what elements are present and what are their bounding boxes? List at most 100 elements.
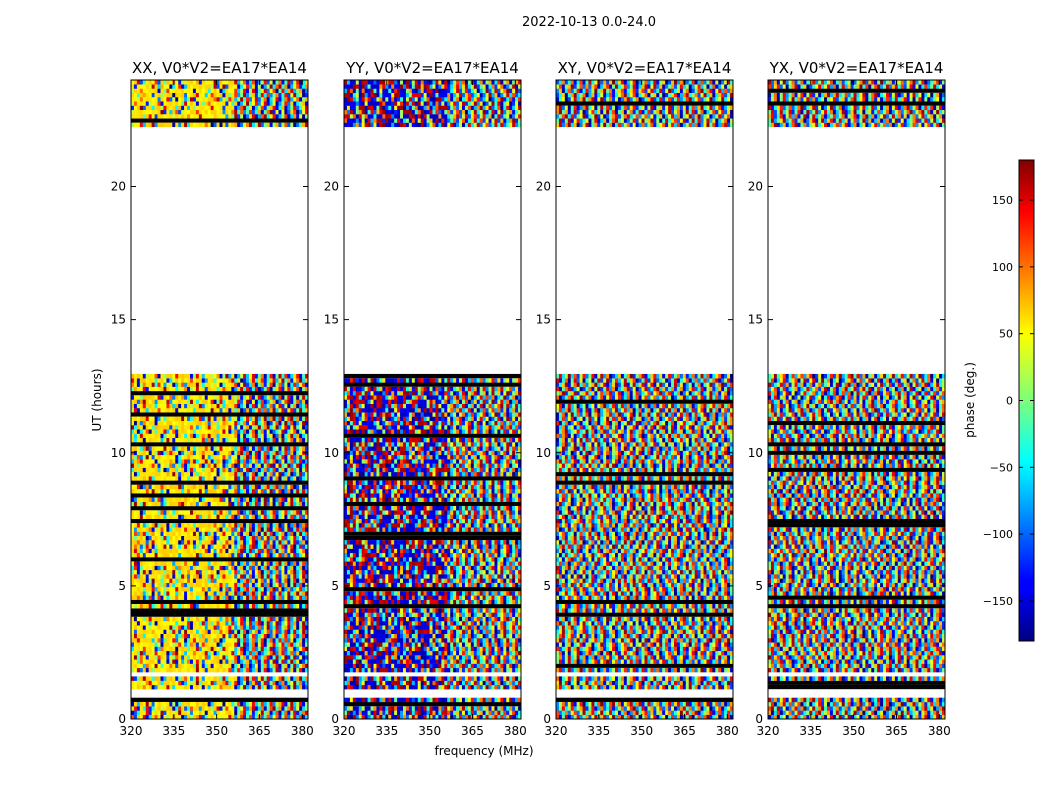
heatmap-cell (284, 701, 288, 707)
heatmap-cell (216, 92, 220, 98)
heatmap-cell (163, 663, 167, 669)
heatmap-cell (249, 97, 253, 102)
heatmap-cell (204, 552, 208, 558)
heatmap-cell (178, 663, 182, 669)
heatmap-cell (376, 697, 380, 703)
heatmap-cell (272, 408, 276, 413)
heatmap-cell (228, 416, 232, 421)
heatmap-cell (133, 544, 138, 549)
heatmap-cell (166, 714, 170, 720)
heatmap-cell (302, 101, 306, 106)
heatmap-cell (166, 80, 170, 85)
heatmap-cell (470, 706, 475, 711)
heatmap-cell (254, 552, 259, 558)
heatmap-cell (192, 574, 197, 579)
heatmap-cell (243, 101, 247, 106)
heatmap-cell (260, 642, 265, 647)
heatmap-cell (234, 586, 238, 592)
heatmap-cell (172, 501, 176, 507)
heatmap-cell (281, 420, 285, 426)
heatmap-cell (225, 476, 229, 481)
heatmap-cell (192, 484, 197, 490)
heatmap-cell (166, 114, 170, 119)
heatmap-cell (175, 561, 179, 566)
heatmap-cell (148, 667, 152, 673)
heatmap-cell (305, 497, 309, 502)
heatmap-cell (216, 408, 220, 413)
heatmap-cell (251, 467, 256, 473)
heatmap-cell (142, 621, 147, 626)
heatmap-cell (400, 676, 404, 681)
heatmap-cell (187, 638, 191, 643)
heatmap-cell (385, 706, 389, 711)
heatmap-cell (216, 437, 220, 443)
heatmap-cell (172, 403, 176, 409)
heatmap-cell (266, 621, 270, 626)
heatmap-cell (240, 382, 244, 387)
heatmap-cell (136, 454, 141, 460)
heatmap-cell (207, 710, 211, 715)
heatmap-cell (148, 523, 152, 528)
heatmap-cell (216, 591, 220, 596)
heatmap-cell (260, 582, 265, 588)
heatmap-cell (151, 510, 155, 515)
heatmap-cell (228, 574, 232, 579)
heatmap-cell (231, 433, 235, 439)
heatmap-cell (266, 629, 270, 634)
heatmap-cell (231, 714, 235, 720)
heatmap-cell (272, 552, 276, 558)
heatmap-cell (139, 540, 144, 545)
heatmap-cell (139, 114, 144, 119)
heatmap-cell (263, 561, 267, 566)
heatmap-cell (210, 488, 214, 494)
heatmap-cell (287, 84, 291, 89)
heatmap-cell (151, 386, 155, 392)
heatmap-cell (219, 514, 223, 519)
heatmap-cell (275, 667, 279, 673)
heatmap-cell (204, 655, 208, 660)
heatmap-cell (251, 552, 256, 558)
heatmap-cell (210, 676, 214, 681)
heatmap-cell (246, 574, 250, 579)
heatmap-cell (163, 408, 167, 413)
heatmap-cell (160, 425, 164, 430)
heatmap-cell (456, 706, 460, 711)
heatmap-cell (266, 471, 270, 477)
heatmap-cell (184, 621, 188, 626)
heatmap-cell (305, 548, 309, 554)
heatmap-cell (249, 382, 253, 387)
heatmap-cell (231, 569, 235, 575)
heatmap-cell (246, 373, 250, 379)
heatmap-cell (423, 684, 427, 690)
heatmap-cell (157, 501, 161, 507)
heatmap-cell (479, 706, 483, 711)
heatmap-cell (305, 714, 309, 720)
heatmap-cell (154, 667, 158, 673)
heatmap-cell (269, 561, 273, 566)
heatmap-cell (175, 552, 179, 558)
heatmap-cell (151, 684, 155, 690)
heatmap-cell (284, 523, 288, 528)
heatmap-cell (219, 561, 223, 566)
heatmap-cell (302, 122, 306, 128)
heatmap-cell (272, 425, 276, 430)
heatmap-cell (190, 497, 194, 502)
heatmap-cell (195, 659, 200, 664)
heatmap-cell (154, 710, 158, 715)
heatmap-cell (225, 621, 229, 626)
heatmap-cell (287, 450, 291, 456)
heatmap-cell (379, 714, 383, 720)
heatmap-cell (420, 684, 424, 690)
heatmap-cell (249, 527, 253, 532)
heatmap-cell (269, 501, 273, 507)
heatmap-cell (266, 578, 270, 583)
heatmap-cell (257, 621, 262, 626)
heatmap-cell (133, 497, 138, 502)
heatmap-cell (243, 535, 247, 541)
heatmap-cell (299, 676, 303, 681)
heatmap-cell (181, 471, 185, 477)
heatmap-cell (275, 586, 279, 592)
heatmap-cell (249, 629, 253, 634)
heatmap-cell (269, 544, 273, 549)
heatmap-cell (148, 650, 152, 656)
